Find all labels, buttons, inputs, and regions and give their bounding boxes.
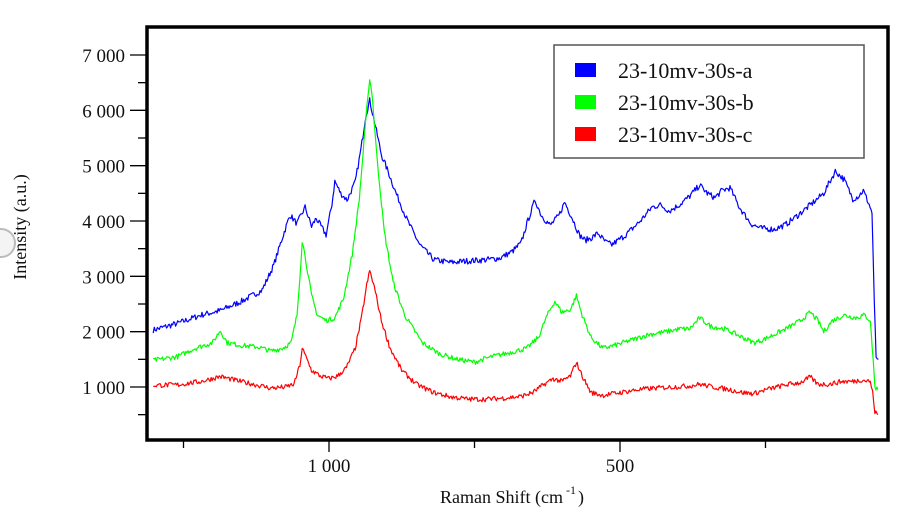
series-layer — [152, 79, 879, 416]
legend-box — [553, 44, 865, 159]
series-line-23-10mv-30s-b — [152, 79, 879, 391]
y-tick-label: 6 000 — [82, 101, 125, 122]
y-tick-label: 1 000 — [82, 378, 125, 399]
x-axis-title-suffix: ) — [578, 487, 584, 508]
y-tick-label: 3 000 — [82, 267, 125, 288]
x-axis-title-main: Raman Shift (cm — [440, 487, 563, 508]
legend-label: 23-10mv-30s-a — [618, 58, 753, 83]
y-tick-label: 2 000 — [82, 323, 125, 344]
x-tick-label: 1 000 — [308, 456, 351, 477]
plot-frame — [145, 25, 890, 442]
y-tick-label: 5 000 — [82, 157, 125, 178]
series-line-23-10mv-30s-a — [152, 97, 879, 360]
x-axis-title-superscript: -1 — [566, 483, 576, 497]
legend-label: 23-10mv-30s-b — [618, 90, 754, 115]
series-line-23-10mv-30s-c — [153, 270, 879, 416]
y-tick-label: 7 000 — [82, 46, 125, 67]
x-tick-label: 500 — [606, 456, 635, 477]
legend-swatch — [575, 63, 596, 77]
legend: 23-10mv-30s-a 23-10mv-30s-b 23-10mv-30s-c — [553, 44, 865, 159]
legend-swatch — [575, 95, 596, 109]
y-tick-label: 4 000 — [82, 212, 125, 233]
y-axis-title: Intensity (a.u.) — [10, 174, 31, 279]
legend-swatch — [575, 127, 596, 141]
x-axis: 1 000 500 — [182, 440, 767, 477]
y-axis: 1 000 2 000 3 000 4 000 5 000 6 000 7 000 — [82, 46, 147, 416]
x-axis-title: Raman Shift (cm -1) — [440, 483, 584, 508]
legend-label: 23-10mv-30s-c — [618, 122, 753, 147]
